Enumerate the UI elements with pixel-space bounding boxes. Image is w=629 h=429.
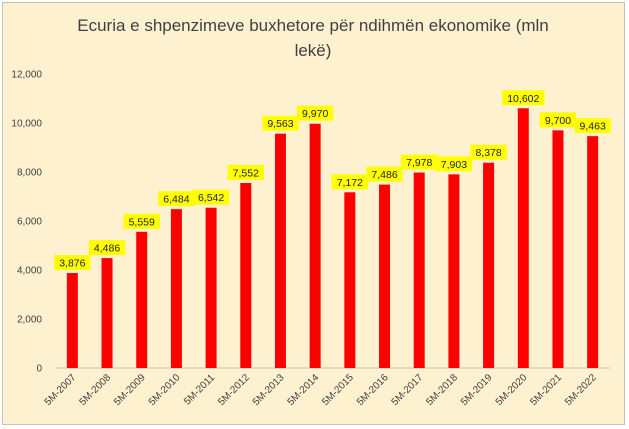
bar (413, 172, 425, 368)
x-tick-label: 5M-2020 (494, 372, 530, 408)
y-tick-label: 8,000 (17, 168, 42, 179)
data-label-box (366, 166, 403, 182)
x-tick-label: 5M-2016 (355, 372, 391, 408)
data-label-box (539, 112, 577, 128)
x-tick-label: 5M-2012 (216, 372, 252, 408)
data-label-box (501, 90, 545, 106)
data-label-box (54, 255, 91, 271)
x-tick-label: 5M-2013 (251, 372, 287, 408)
data-label: 6,484 (163, 194, 189, 206)
data-label: 7,552 (233, 167, 259, 179)
bar (101, 258, 113, 368)
y-tick-label: 6,000 (17, 217, 42, 228)
x-tick-label: 5M-2008 (77, 372, 113, 408)
bar (309, 123, 321, 368)
bar (379, 184, 391, 368)
data-label: 10,602 (507, 93, 539, 105)
data-label: 5,559 (129, 216, 155, 228)
x-tick-label: 5M-2010 (147, 372, 183, 408)
data-label: 7,172 (337, 177, 363, 189)
x-tick-label: 5M-2015 (320, 372, 356, 408)
x-tick-label: 5M-2007 (43, 372, 79, 408)
x-tick-label: 5M-2017 (390, 372, 426, 408)
data-label-box (331, 174, 369, 190)
x-tick-label: 5M-2019 (459, 372, 495, 408)
bar (240, 182, 252, 368)
bar (66, 273, 78, 368)
y-tick-label: 12,000 (11, 70, 42, 81)
y-tick-label: 0 (36, 364, 42, 375)
bar (274, 133, 286, 368)
data-label-box (123, 213, 160, 229)
y-tick-label: 10,000 (11, 119, 42, 130)
data-label-box (296, 105, 334, 121)
data-label-box (470, 144, 507, 160)
data-label: 9,563 (267, 118, 293, 130)
data-label-box (262, 115, 299, 131)
bar (205, 207, 217, 368)
data-label-box (88, 240, 126, 256)
bar (517, 108, 529, 368)
data-label-box (435, 156, 473, 172)
bar (136, 231, 148, 368)
bar (170, 209, 182, 368)
bar (344, 192, 356, 368)
x-tick-label: 5M-2018 (424, 372, 460, 408)
data-label: 4,486 (94, 243, 120, 255)
data-label: 7,486 (371, 169, 397, 181)
x-tick-label: 5M-2011 (182, 372, 217, 407)
data-label-box (400, 154, 438, 170)
bar (483, 162, 495, 368)
data-label-box (158, 191, 195, 207)
data-label: 6,542 (198, 192, 224, 204)
bar (448, 174, 460, 368)
x-tick-label: 5M-2021 (528, 372, 564, 408)
chart-title: Ecuria e shpenzimeve buxhetore për ndihm… (77, 16, 549, 60)
x-tick-label: 5M-2014 (286, 372, 322, 408)
data-label: 7,903 (441, 159, 467, 171)
y-tick-label: 4,000 (17, 266, 42, 277)
x-tick-label: 5M-2022 (563, 372, 599, 408)
data-label-box (192, 189, 230, 205)
bar (587, 136, 599, 368)
data-label: 8,378 (475, 147, 501, 159)
x-tick-label: 5M-2009 (112, 372, 148, 408)
y-tick-label: 2,000 (17, 315, 42, 326)
bar (552, 130, 564, 368)
data-label: 9,970 (302, 108, 328, 120)
data-label-box (574, 118, 611, 134)
data-label-box (227, 164, 265, 180)
data-label: 9,463 (580, 121, 606, 133)
data-label: 3,876 (59, 258, 85, 270)
data-label: 9,700 (545, 115, 571, 127)
data-label: 7,978 (406, 157, 432, 169)
